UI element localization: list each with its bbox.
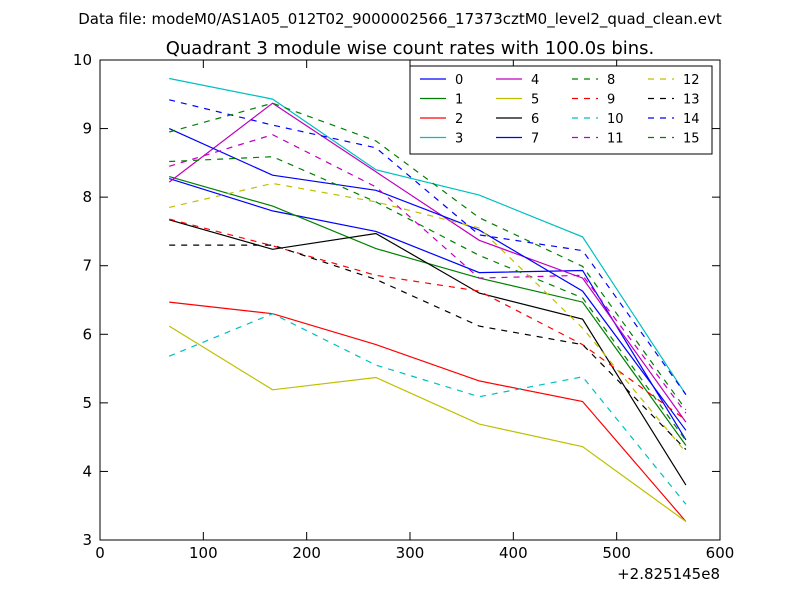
y-tick-label: 8: [82, 188, 92, 206]
x-tick-label: 500: [602, 544, 631, 562]
x-tick-label: 600: [706, 544, 735, 562]
x-tick-label: 200: [292, 544, 321, 562]
y-tick-label: 7: [82, 257, 92, 275]
series-line-3: [169, 77, 687, 395]
series-line-8: [169, 156, 687, 441]
legend-label-7: 7: [531, 132, 539, 147]
y-tick-label: 3: [82, 531, 92, 549]
y-tick-label: 9: [82, 120, 92, 138]
x-tick-label: 100: [189, 544, 218, 562]
legend-label-4: 4: [531, 73, 539, 88]
legend-label-13: 13: [683, 93, 700, 108]
y-tick-label: 10: [73, 51, 92, 69]
x-offset-label: +2.825145e8: [617, 565, 720, 583]
legend-label-2: 2: [455, 112, 463, 127]
legend-label-3: 3: [455, 132, 463, 147]
series-line-13: [169, 244, 687, 450]
x-tick-label: 300: [396, 544, 425, 562]
legend-label-10: 10: [607, 112, 624, 127]
legend-label-9: 9: [607, 93, 615, 108]
legend-label-11: 11: [607, 132, 624, 147]
legend-label-8: 8: [607, 73, 615, 88]
series-line-7: [168, 128, 687, 431]
legend-label-14: 14: [683, 112, 700, 127]
legend-label-1: 1: [455, 93, 463, 108]
series-line-10: [168, 313, 687, 505]
y-tick-label: 5: [82, 394, 92, 412]
data-file-label: Data file: modeM0/AS1A05_012T02_90000025…: [78, 10, 722, 29]
series-line-4: [168, 102, 687, 423]
legend-label-0: 0: [455, 73, 463, 88]
series-line-11: [169, 134, 687, 414]
x-tick-label: 400: [499, 544, 528, 562]
series-layer: [168, 77, 687, 522]
chart-title: Quadrant 3 module wise count rates with …: [166, 38, 655, 59]
legend-label-15: 15: [683, 132, 700, 147]
y-tick-label: 6: [82, 325, 92, 343]
series-line-12: [169, 182, 687, 453]
series-line-5: [168, 325, 687, 522]
series-line-15: [169, 102, 687, 411]
legend-label-12: 12: [683, 73, 700, 88]
y-tick-label: 4: [82, 462, 92, 480]
legend-label-5: 5: [531, 93, 539, 108]
legend-box: [409, 65, 713, 155]
legend-label-6: 6: [531, 112, 539, 127]
series-line-9: [169, 218, 687, 421]
series-line-14: [169, 99, 687, 395]
series-line-2: [169, 301, 687, 522]
series-line-6: [169, 219, 687, 486]
x-tick-label: 0: [95, 544, 105, 562]
